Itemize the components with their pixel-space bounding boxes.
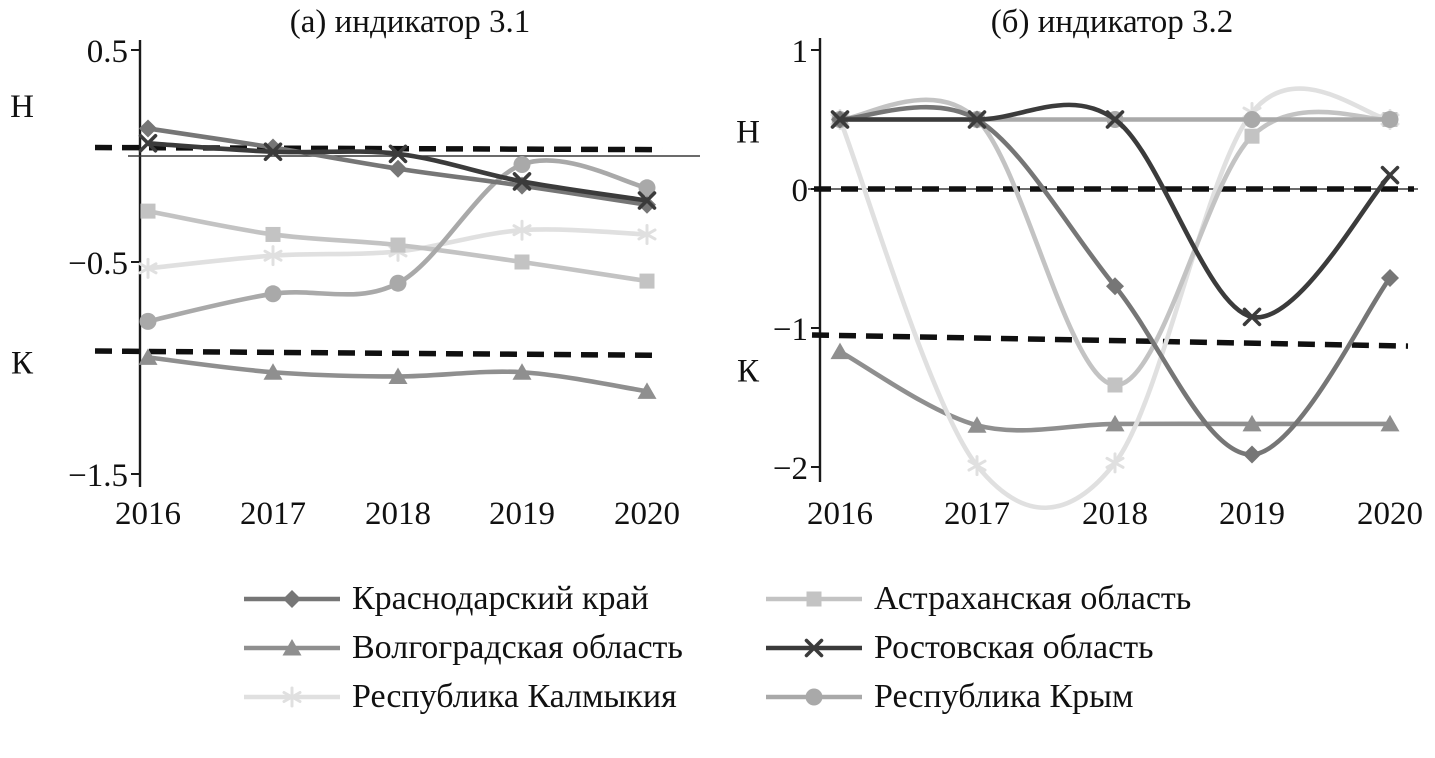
series-rostov-markers bbox=[138, 133, 657, 210]
legend-marker-circle-icon bbox=[766, 688, 862, 706]
chart-indicator-3-2: 1 0 −1 −2 Н К 2016 2017 2018 2019 2020 (б) индикато… bbox=[736, 4, 1423, 532]
x-tick-label: 2017 bbox=[944, 496, 1010, 532]
y-tick-label: 1 bbox=[792, 34, 809, 70]
legend-item-krasnodar: Краснодарский край bbox=[242, 580, 764, 618]
x-tick-label: 2018 bbox=[1082, 496, 1148, 532]
series-volgograd-markers bbox=[138, 348, 657, 399]
legend: Краснодарский край Астраханская область Во… bbox=[242, 580, 1191, 716]
legend-marker-square-icon bbox=[766, 591, 862, 607]
legend-item-astrakhan: Астраханская область bbox=[764, 580, 1191, 618]
series-krasnodar-markers bbox=[831, 110, 1399, 464]
x-tick-label: 2020 bbox=[614, 496, 680, 532]
zone-label-n: Н bbox=[10, 89, 34, 125]
series-astrakhan-markers bbox=[832, 112, 1398, 393]
x-tick-label: 2018 bbox=[365, 496, 431, 532]
legend-item-volgograd: Волгоградская область bbox=[242, 629, 764, 667]
y-tick-label: −1.5 bbox=[68, 458, 128, 494]
legend-marker-x-icon bbox=[766, 638, 862, 658]
series-krasnodar-line bbox=[837, 104, 1393, 457]
series-kalmykia-line bbox=[837, 86, 1393, 511]
x-tick-label: 2020 bbox=[1357, 496, 1423, 532]
lower-threshold-dashed-line bbox=[811, 332, 1409, 349]
legend-label: Волгоградская область bbox=[352, 629, 683, 666]
legend-item-crimea: Республика Крым bbox=[764, 678, 1191, 716]
legend-label: Республика Крым bbox=[874, 678, 1134, 715]
charts-row: 0.5 −0.5 −1.5 Н К 2016 2017 2018 2019 2020 (а) инд… bbox=[10, 4, 1423, 532]
y-tick-label: −0.5 bbox=[68, 246, 128, 282]
legend-marker-asterisk-icon bbox=[244, 686, 340, 708]
series-volgograd-markers bbox=[830, 342, 1400, 433]
x-tick-label: 2016 bbox=[115, 496, 181, 532]
legend-item-rostov: Ростовская область bbox=[764, 629, 1191, 667]
lower-threshold-dashed-line bbox=[94, 348, 657, 359]
series-rostov-line bbox=[837, 102, 1393, 320]
x-tick-label: 2019 bbox=[1219, 496, 1285, 532]
x-tick-label: 2019 bbox=[489, 496, 555, 532]
series-rostov-markers bbox=[830, 110, 1400, 327]
x-tick-label: 2016 bbox=[807, 496, 873, 532]
y-tick-label: 0.5 bbox=[87, 34, 128, 70]
zone-label-n: Н bbox=[736, 115, 760, 151]
legend-item-kalmykia: Республика Калмыкия bbox=[242, 678, 764, 716]
zone-label-k: К bbox=[11, 346, 34, 382]
legend-marker-diamond-icon bbox=[244, 590, 340, 608]
legend-label: Астраханская область bbox=[874, 580, 1192, 617]
chart-indicator-3-1: 0.5 −0.5 −1.5 Н К 2016 2017 2018 2019 2020 (а) инд… bbox=[10, 4, 700, 532]
legend-label: Ростовская область bbox=[874, 629, 1154, 666]
legend-label: Краснодарский край bbox=[352, 580, 649, 617]
legend-marker-triangle-icon bbox=[244, 639, 340, 656]
y-tick-label: −1 bbox=[773, 312, 808, 348]
chart-title: (а) индикатор 3.1 bbox=[290, 4, 530, 40]
legend-label: Республика Калмыкия bbox=[352, 678, 677, 715]
series-astrakhan-markers bbox=[140, 203, 655, 289]
chart-title: (б) индикатор 3.2 bbox=[991, 4, 1234, 40]
zone-label-k: К bbox=[737, 354, 760, 390]
series-crimea-markers bbox=[139, 155, 656, 330]
y-tick-label: −2 bbox=[773, 451, 808, 487]
x-tick-label: 2017 bbox=[240, 496, 306, 532]
y-tick-label: 0 bbox=[792, 173, 809, 209]
